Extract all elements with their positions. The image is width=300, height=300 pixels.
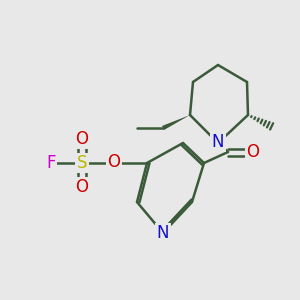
Text: O: O — [247, 143, 260, 161]
Text: O: O — [107, 153, 121, 171]
Text: O: O — [76, 130, 88, 148]
Text: O: O — [76, 178, 88, 196]
Text: S: S — [77, 154, 87, 172]
Text: F: F — [46, 154, 56, 172]
Polygon shape — [162, 115, 190, 130]
Text: N: N — [157, 224, 169, 242]
Text: N: N — [212, 133, 224, 151]
